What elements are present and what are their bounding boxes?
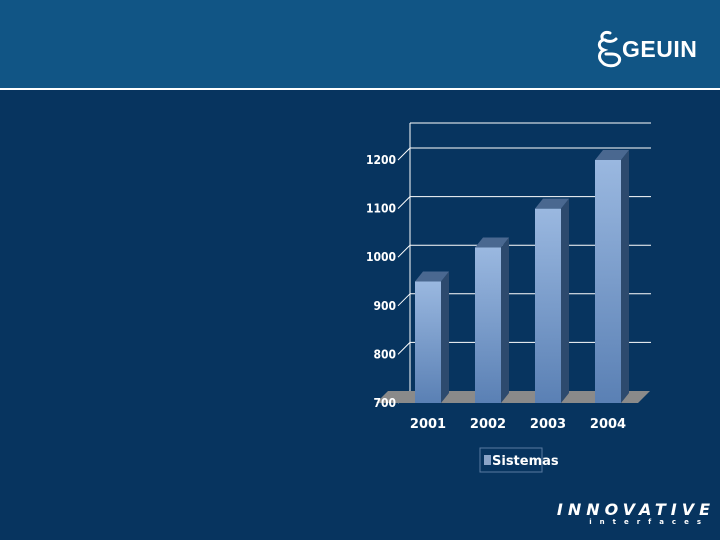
bar-2001	[415, 271, 449, 403]
legend-box	[479, 447, 543, 473]
tick-diagonal	[397, 244, 411, 258]
y-axis-ticks: 700 800 900 1000 1100 1200	[366, 153, 396, 410]
tick-diagonal	[397, 293, 411, 307]
legend-label-sistemas: Sistemas	[492, 454, 559, 469]
x-tick-label: 2004	[590, 417, 626, 432]
x-tick-label: 2003	[530, 417, 566, 432]
bar-side	[561, 198, 569, 403]
bar-top	[415, 271, 449, 282]
y-tick-label: 900	[373, 299, 396, 313]
tick-diagonal	[397, 196, 411, 209]
x-axis-ticks: 2001 2002 2003 2004	[410, 417, 626, 432]
bar-2002	[475, 237, 509, 403]
geuin-logo-icon	[597, 31, 622, 68]
bar-side	[501, 237, 509, 403]
chart-bars	[415, 150, 629, 403]
x-tick-label: 2002	[470, 417, 506, 432]
bar-front	[475, 247, 501, 403]
y-tick-label: 1200	[366, 153, 396, 167]
y-tick-label: 700	[373, 396, 396, 410]
x-tick-label: 2001	[410, 417, 446, 432]
bar-2004	[595, 150, 629, 403]
bar-top	[475, 237, 509, 248]
bar-2003	[535, 198, 569, 403]
bar-top	[595, 150, 629, 160]
chart-walls	[397, 123, 411, 404]
bar-top	[535, 198, 569, 209]
tick-diagonal	[397, 342, 411, 355]
bar-front	[595, 160, 621, 403]
y-tick-label: 1000	[366, 250, 396, 264]
bar-side	[621, 150, 629, 403]
brand-name: INNOVATIVE	[556, 500, 715, 519]
chart-legend: Sistemas	[479, 447, 559, 473]
bar-front	[415, 281, 441, 403]
logo-text: GEUIN	[622, 36, 698, 62]
bar-side	[441, 271, 449, 403]
geuin-logo: GEUIN	[596, 30, 716, 70]
bar-front	[535, 208, 561, 403]
y-tick-label: 800	[373, 347, 396, 361]
brand-subtitle: interfaces	[589, 518, 709, 526]
innovative-interfaces-logo: INNOVATIVE interfaces	[557, 500, 715, 532]
legend-swatch	[484, 455, 491, 465]
y-tick-label: 1100	[366, 202, 396, 216]
header-divider	[0, 88, 720, 90]
tick-diagonal	[397, 147, 411, 161]
